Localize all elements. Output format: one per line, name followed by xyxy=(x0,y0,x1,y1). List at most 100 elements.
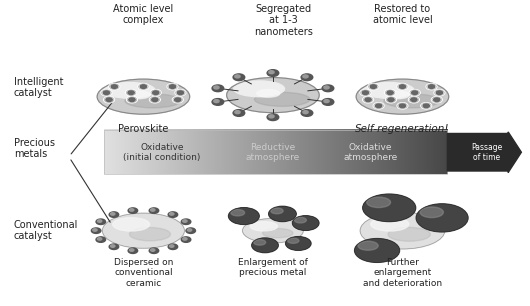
Circle shape xyxy=(214,86,219,89)
Circle shape xyxy=(385,90,395,96)
Text: Oxidative
(initial condition): Oxidative (initial condition) xyxy=(123,143,201,162)
Ellipse shape xyxy=(250,222,278,231)
Circle shape xyxy=(126,90,137,96)
Circle shape xyxy=(267,70,279,76)
Circle shape xyxy=(370,85,376,88)
Circle shape xyxy=(128,91,134,95)
Circle shape xyxy=(138,84,149,90)
Ellipse shape xyxy=(104,82,155,98)
Circle shape xyxy=(428,85,435,88)
Circle shape xyxy=(431,97,442,103)
Circle shape xyxy=(365,98,371,102)
Ellipse shape xyxy=(228,208,259,224)
Circle shape xyxy=(127,97,137,103)
Ellipse shape xyxy=(254,240,266,245)
Circle shape xyxy=(375,104,382,108)
Circle shape xyxy=(98,238,102,240)
Ellipse shape xyxy=(227,78,319,113)
Circle shape xyxy=(436,91,443,95)
Circle shape xyxy=(153,91,159,95)
Ellipse shape xyxy=(243,218,303,243)
Circle shape xyxy=(397,103,408,109)
Circle shape xyxy=(212,85,224,92)
Ellipse shape xyxy=(129,228,171,241)
Text: Restored to
atomic level: Restored to atomic level xyxy=(373,4,432,25)
Circle shape xyxy=(174,98,181,102)
Circle shape xyxy=(149,248,158,253)
Ellipse shape xyxy=(257,90,280,97)
Circle shape xyxy=(109,84,120,90)
Circle shape xyxy=(324,86,329,89)
Circle shape xyxy=(434,98,440,102)
Ellipse shape xyxy=(363,82,414,98)
Text: Oxidative
atmosphere: Oxidative atmosphere xyxy=(343,143,398,162)
Circle shape xyxy=(301,74,313,80)
Ellipse shape xyxy=(293,216,319,230)
Circle shape xyxy=(399,104,405,108)
Text: Self-regeneration!: Self-regeneration! xyxy=(355,124,449,134)
Circle shape xyxy=(93,229,97,231)
Circle shape xyxy=(373,103,384,109)
Circle shape xyxy=(111,85,118,88)
Circle shape xyxy=(387,91,393,95)
Ellipse shape xyxy=(420,207,444,218)
Circle shape xyxy=(212,99,224,105)
Circle shape xyxy=(109,212,119,217)
Ellipse shape xyxy=(102,213,184,248)
Circle shape xyxy=(269,71,274,74)
Text: Reductive
atmosphere: Reductive atmosphere xyxy=(246,143,300,162)
Ellipse shape xyxy=(295,217,306,223)
Circle shape xyxy=(149,208,158,213)
Circle shape xyxy=(386,97,396,103)
Ellipse shape xyxy=(286,237,311,250)
Circle shape xyxy=(152,98,158,102)
Bar xyxy=(104,130,447,174)
Text: Segregated
at 1-3
nanometers: Segregated at 1-3 nanometers xyxy=(254,4,313,37)
Circle shape xyxy=(301,110,313,116)
Ellipse shape xyxy=(363,194,416,222)
Circle shape xyxy=(177,91,183,95)
Circle shape xyxy=(409,97,419,103)
Text: Intelligent
catalyst: Intelligent catalyst xyxy=(14,77,64,98)
Circle shape xyxy=(186,228,196,233)
Circle shape xyxy=(140,85,147,88)
Text: Precious
metals: Precious metals xyxy=(14,138,55,159)
Circle shape xyxy=(412,91,418,95)
Circle shape xyxy=(170,245,174,247)
Circle shape xyxy=(363,91,368,95)
Circle shape xyxy=(399,85,405,88)
Circle shape xyxy=(411,98,417,102)
Circle shape xyxy=(388,98,394,102)
Ellipse shape xyxy=(386,91,409,99)
Ellipse shape xyxy=(388,227,430,241)
Ellipse shape xyxy=(262,229,293,238)
Circle shape xyxy=(151,249,155,251)
Text: Further
enlargement
and deterioration: Further enlargement and deterioration xyxy=(363,258,442,288)
Text: Atomic level
complex: Atomic level complex xyxy=(113,4,173,25)
Text: Conventional
catalyst: Conventional catalyst xyxy=(14,220,78,241)
Ellipse shape xyxy=(113,218,149,231)
Circle shape xyxy=(421,103,431,109)
Circle shape xyxy=(363,97,374,103)
Text: Perovskite: Perovskite xyxy=(118,124,169,134)
Ellipse shape xyxy=(231,210,245,216)
Circle shape xyxy=(106,98,112,102)
Circle shape xyxy=(235,111,240,114)
Circle shape xyxy=(109,244,119,249)
Ellipse shape xyxy=(370,217,409,231)
Circle shape xyxy=(233,74,245,80)
Circle shape xyxy=(101,90,112,96)
Circle shape xyxy=(103,91,110,95)
Ellipse shape xyxy=(356,79,449,114)
Circle shape xyxy=(368,84,379,90)
Circle shape xyxy=(151,90,161,96)
Ellipse shape xyxy=(367,197,391,207)
Ellipse shape xyxy=(360,212,445,249)
Circle shape xyxy=(128,248,138,253)
Circle shape xyxy=(104,97,114,103)
Ellipse shape xyxy=(271,208,283,214)
Circle shape xyxy=(423,104,429,108)
Ellipse shape xyxy=(416,204,468,232)
Ellipse shape xyxy=(254,92,310,106)
Circle shape xyxy=(324,99,329,103)
